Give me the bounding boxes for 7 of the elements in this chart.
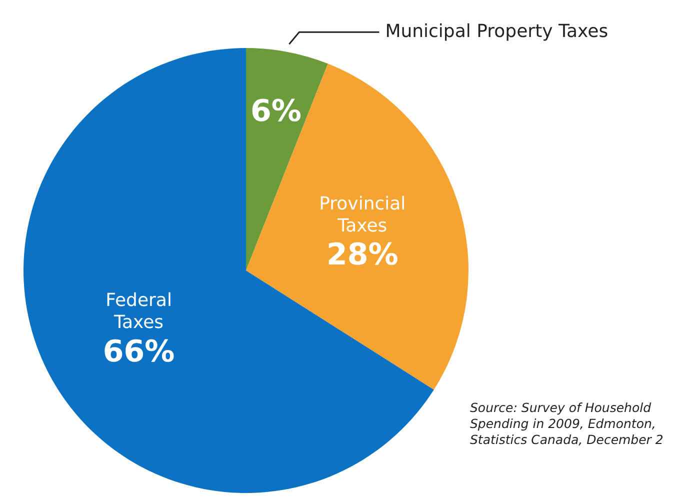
data-label: 66% [102, 334, 175, 370]
slice-label: Federal Taxes [106, 290, 172, 334]
data-label: 6% [250, 94, 302, 129]
source-note: Source: Survey of Household Spending in 2009, Edmonton, Statistics Canada, December 2 [470, 400, 664, 448]
data-label: 28% [326, 237, 398, 272]
slice-label: Municipal Property Taxes [385, 20, 608, 42]
slice-label: Provincial Taxes [319, 193, 406, 236]
